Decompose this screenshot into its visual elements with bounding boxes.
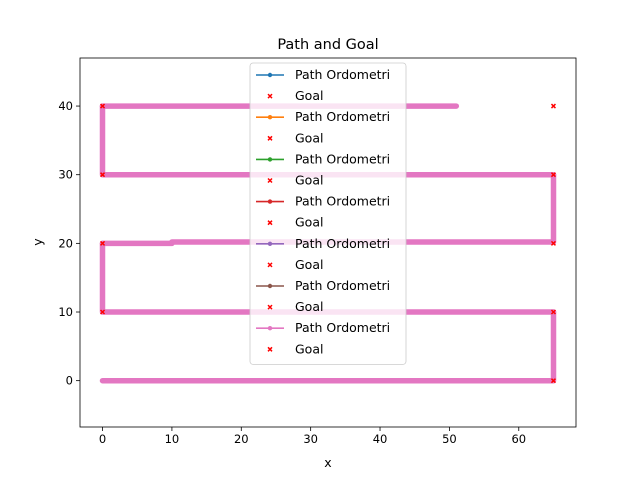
x-tick-label: 20 [234,432,249,446]
legend-entry-8: Path Ordometri [256,236,390,251]
legend-box [249,62,407,365]
legend-x-swatch [267,262,273,268]
x-tick-label: 40 [373,432,388,446]
goal-marker-2 [100,309,106,315]
legend-label: Path Ordometri [295,151,390,166]
legend-label: Goal [295,173,323,188]
axes-frame [79,57,577,428]
goal-marker-x [550,172,556,178]
legend-label: Goal [295,299,323,314]
goal-marker-x [550,240,556,246]
goal-marker-x [100,103,106,109]
legend-entry-1: Goal [267,88,323,103]
y-tick-label: 20 [58,236,73,250]
legend-entry-13: Goal [267,341,323,356]
y-tick-label: 0 [66,374,73,388]
legend-x-swatch [267,135,273,141]
y-tick-label: 40 [58,99,73,113]
legend-dot-swatch [267,115,273,120]
legend-label: Path Ordometri [295,109,390,124]
legend-entry-10: Path Ordometri [256,278,390,293]
goal-marker-8 [550,103,556,109]
legend-dot-swatch [267,241,273,246]
legend-label: Path Ordometri [295,278,390,293]
goal-marker-7 [100,103,106,109]
legend-entry-0: Path Ordometri [256,67,390,82]
legend-x-swatch [267,177,273,184]
legend-label: Goal [295,257,323,272]
legend-entry-11: Goal [267,299,323,314]
legend-entry-5: Goal [267,173,323,188]
goal-marker-x [100,309,106,315]
y-tick-label: 10 [58,305,73,319]
goal-marker-3 [100,240,106,246]
legend-label: Goal [295,88,323,103]
x-tick-label: 0 [99,432,106,446]
legend-entry-2: Path Ordometri [256,109,390,124]
legend-dot-swatch [267,72,273,78]
legend-label: Goal [295,130,323,145]
chart-title: Path and Goal [277,37,378,53]
x-axis-label: x [324,455,331,470]
x-tick-label: 60 [511,432,526,446]
legend-entry-9: Goal [267,257,323,272]
y-tick-label: 30 [58,168,73,182]
legend-label: Goal [295,341,323,356]
legend-label: Goal [295,215,323,230]
x-tick-label: 50 [442,432,457,446]
legend-entry-6: Path Ordometri [256,194,390,209]
legend-label: Path Ordometri [295,67,390,82]
legend-label: Path Ordometri [295,320,390,335]
legend-entry-7: Goal [267,215,323,230]
x-tick-label: 10 [165,432,180,446]
legend-x-swatch [267,93,273,99]
goal-marker-x [550,309,556,315]
goal-marker-x [100,172,106,178]
goal-marker-x [100,240,106,246]
goal-marker-6 [100,172,106,178]
legend-entry-3: Goal [267,130,323,145]
legend-label: Path Ordometri [295,236,390,251]
x-tick-label: 30 [303,432,318,446]
goal-marker-x [550,103,556,109]
goal-marker-0 [550,378,556,384]
y-axis-label: y [30,238,45,246]
goal-marker-5 [550,172,556,178]
legend-entry-12: Path Ordometri [256,320,390,335]
legend-x-swatch [267,220,273,226]
goal-marker-1 [550,309,556,315]
legend-x-swatch [267,304,273,310]
legend-label: Path Ordometri [295,194,390,209]
legend-entry-4: Path Ordometri [256,151,390,166]
legend-dot-swatch [267,326,273,331]
goal-marker-x [550,378,556,384]
legend: Path Ordometri Goal Path Ordometri Goal Path… [249,62,407,365]
legend-x-swatch [267,346,273,352]
goal-marker-4 [550,240,556,246]
legend-dot-swatch [267,199,273,204]
legend-dot-swatch [267,283,273,289]
legend-dot-swatch [267,157,273,162]
